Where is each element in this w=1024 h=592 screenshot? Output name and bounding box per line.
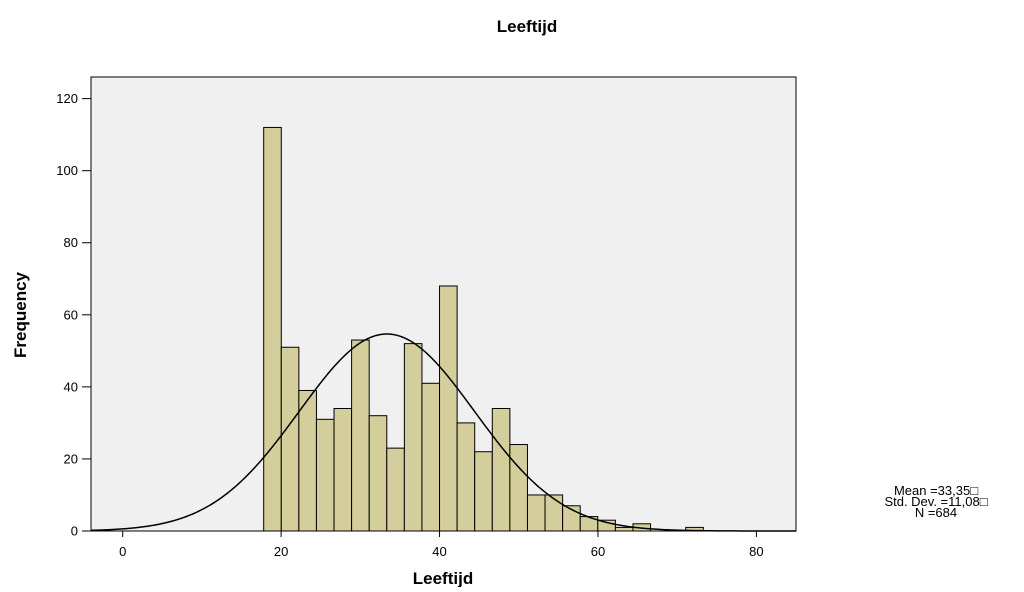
y-tick-label: 40 bbox=[64, 379, 78, 394]
x-axis-label: Leeftijd bbox=[413, 569, 473, 587]
y-axis-label: Frequency bbox=[11, 271, 30, 358]
x-tick-label: 40 bbox=[432, 544, 446, 559]
histogram-bar bbox=[333, 407, 353, 532]
histogram-bar bbox=[315, 418, 335, 532]
curve-group bbox=[90, 333, 796, 532]
stats-mean: Mean =33,35□ bbox=[893, 483, 979, 498]
x-tick-label: 0 bbox=[119, 544, 126, 559]
histogram-bar bbox=[491, 407, 511, 532]
histogram-bar bbox=[439, 285, 458, 532]
histogram-bar bbox=[544, 494, 564, 532]
histogram-bar bbox=[368, 415, 388, 532]
y-tick-label: 20 bbox=[64, 451, 78, 466]
y-axis: 0 20 40 60 80 100 120 bbox=[56, 91, 91, 539]
histogram-bar bbox=[614, 526, 634, 532]
histogram-bar bbox=[526, 494, 546, 532]
stats-legend: Mean =33,35□ Std. Dev. =11,08□ N =684 bbox=[836, 483, 1024, 520]
x-axis: 0 20 40 60 80 bbox=[119, 531, 764, 559]
stats-n: N =684 bbox=[914, 505, 958, 520]
y-tick-label: 80 bbox=[64, 235, 78, 250]
histogram-bar bbox=[298, 389, 317, 532]
histogram-bar bbox=[509, 444, 528, 532]
bars-group bbox=[263, 126, 704, 532]
histogram-bar bbox=[280, 346, 300, 532]
y-tick-label: 0 bbox=[71, 524, 78, 539]
histogram-bar bbox=[403, 343, 423, 532]
histogram-bar bbox=[351, 339, 370, 532]
stats-std-dev: Std. Dev. =11,08□ bbox=[884, 494, 988, 509]
normal-curve bbox=[90, 333, 796, 532]
histogram-bar bbox=[263, 126, 282, 532]
histogram-bar bbox=[386, 447, 405, 532]
histogram-bar bbox=[421, 382, 441, 532]
x-tick-label: 60 bbox=[591, 544, 605, 559]
x-tick-label: 80 bbox=[749, 544, 763, 559]
x-tick-label: 20 bbox=[274, 544, 288, 559]
histogram-bar bbox=[456, 422, 476, 532]
chart-title: Leeftijd bbox=[497, 17, 557, 36]
y-tick-label: 100 bbox=[56, 163, 78, 178]
y-tick-label: 120 bbox=[56, 91, 78, 106]
histogram-bar bbox=[597, 519, 616, 532]
y-tick-label: 60 bbox=[64, 307, 78, 322]
histogram-bar bbox=[474, 451, 493, 532]
